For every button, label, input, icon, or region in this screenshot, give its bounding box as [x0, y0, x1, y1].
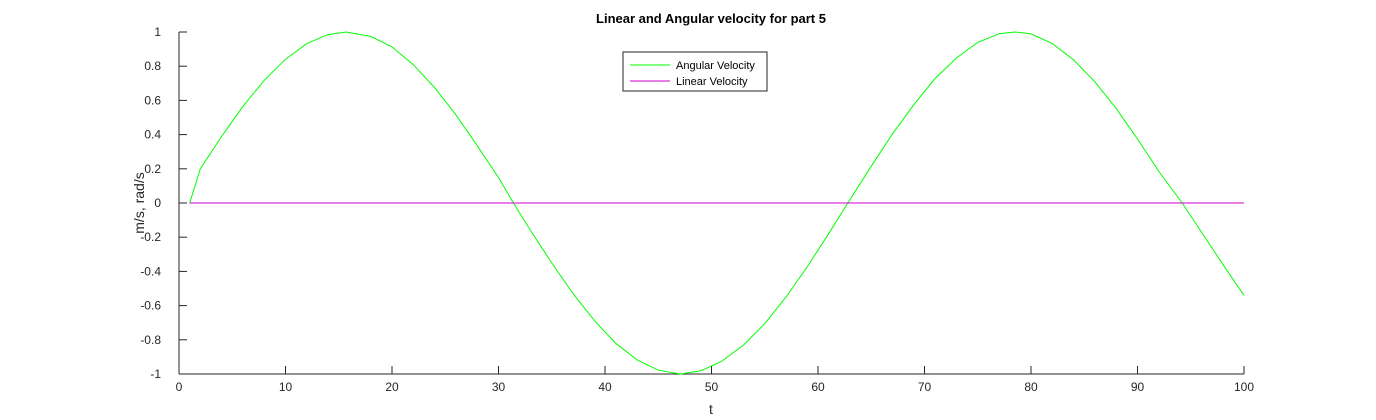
- y-tick-label: 0.8: [144, 59, 161, 73]
- chart-title: Linear and Angular velocity for part 5: [596, 11, 826, 26]
- y-tick-label: -0.6: [140, 299, 161, 313]
- x-tick-label: 70: [918, 380, 932, 394]
- x-tick-label: 20: [385, 380, 399, 394]
- series-line-angular-velocity: [189, 31, 1245, 375]
- x-tick-label: 80: [1024, 380, 1038, 394]
- x-axis: 0 10 20 30 40 50 60 70 80 90 100: [176, 366, 1254, 394]
- x-tick-label: 0: [176, 380, 183, 394]
- x-tick-label: 50: [705, 380, 719, 394]
- x-tick-label: 100: [1234, 380, 1254, 394]
- y-tick-label: 0.4: [144, 128, 161, 142]
- x-tick-label: 60: [811, 380, 825, 394]
- series-layer: [189, 31, 1245, 375]
- y-axis: -1 -0.8 -0.6 -0.4 -0.2 0 0.2 0.4 0.6 0.8 1: [140, 25, 187, 381]
- legend-label-linear-velocity: Linear Velocity: [676, 76, 748, 88]
- y-axis-title: m/s, rad/s: [131, 172, 147, 233]
- x-tick-label: 90: [1131, 380, 1145, 394]
- legend: Angular Velocity Linear Velocity: [622, 51, 768, 92]
- y-tick-label: -0.8: [140, 333, 161, 347]
- y-tick-label: 1: [154, 25, 161, 39]
- y-tick-label: -1: [150, 367, 161, 381]
- y-tick-label: -0.2: [140, 230, 161, 244]
- x-axis-title: t: [709, 401, 713, 417]
- legend-box: [622, 51, 768, 92]
- x-tick-label: 10: [279, 380, 293, 394]
- y-tick-label: -0.4: [140, 264, 161, 278]
- y-tick-label: 0: [154, 196, 161, 210]
- x-tick-label: 40: [598, 380, 612, 394]
- y-tick-label: 0.2: [144, 162, 161, 176]
- legend-label-angular-velocity: Angular Velocity: [676, 60, 755, 72]
- x-tick-label: 30: [492, 380, 506, 394]
- y-tick-label: 0.6: [144, 93, 161, 107]
